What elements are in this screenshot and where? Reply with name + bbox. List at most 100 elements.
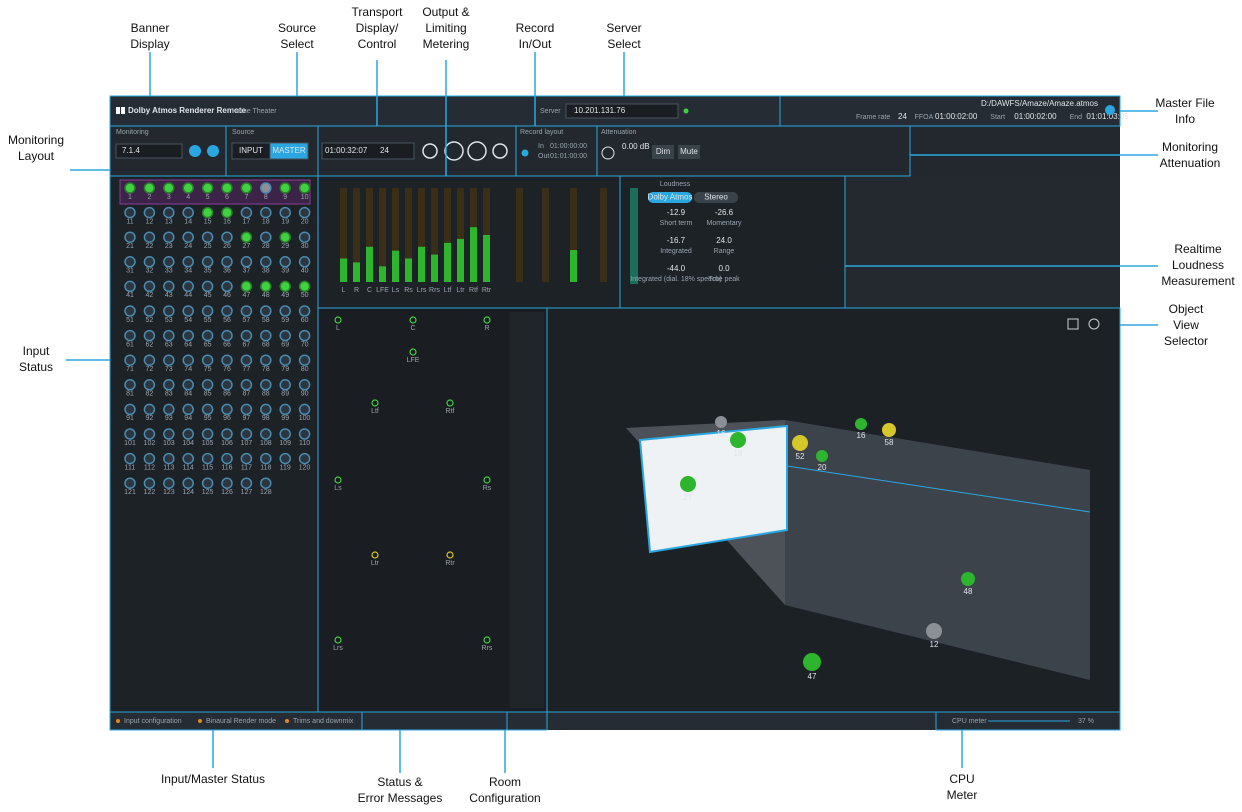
callout-text: Object [1169,302,1204,316]
input-number: 2 [147,194,151,201]
view-selector[interactable] [1088,318,1100,330]
input-number: 29 [281,243,289,250]
input-indicator [163,305,175,317]
input-number: 85 [204,391,212,398]
input-indicator [143,403,156,416]
channel-label: Ltf [444,287,452,294]
object [680,476,696,492]
input-indicator [240,256,253,268]
input-number: 20 [301,218,309,225]
speaker [409,348,417,356]
transport-button[interactable] [422,143,438,159]
meter-track [431,188,438,282]
status-item: Binaural Render mode [206,718,276,725]
input-number: 50 [301,292,309,299]
object [882,423,896,437]
input-indicator [240,206,253,219]
room-side [510,312,544,708]
input-number: 3 [167,194,171,201]
speaker [371,551,379,559]
transport-button[interactable] [492,143,508,159]
object [816,450,828,462]
speaker-label: L [336,325,340,332]
input-number: 22 [146,243,154,250]
layout-dropdown[interactable] [115,143,183,159]
input-indicator [240,428,253,440]
input-number: 23 [165,243,173,250]
input-number: 12 [146,218,154,225]
input-indicator [240,477,253,489]
fullscreen-button[interactable] [1067,318,1079,330]
input-number: 15 [204,218,212,225]
source-option[interactable] [269,142,309,160]
input-number: 35 [204,268,212,275]
field-value: 24 [898,112,907,121]
input-number: 123 [163,489,175,496]
loudness-tab[interactable] [694,192,738,203]
input-number: 74 [184,366,192,373]
transport-button[interactable] [444,141,464,161]
input-indicator [163,354,175,366]
input-indicator [124,182,136,194]
input-number: 78 [262,366,270,373]
input-number: 10 [301,194,309,201]
input-indicator [279,305,291,317]
callout-text: Record [516,21,555,35]
input-number: 41 [126,292,134,299]
input-indicator [163,452,175,465]
input-number: 101 [124,440,136,447]
input-indicator [143,428,156,440]
meter-level [457,238,464,282]
object-label: 47 [808,672,817,681]
file-info-button[interactable] [1105,105,1115,115]
attenuation-knob[interactable] [601,146,615,160]
input-indicator [221,452,233,465]
input-number: 24 [184,243,192,250]
input-number: 66 [223,341,231,348]
attenuation-button[interactable] [678,145,700,159]
input-indicator [143,256,156,268]
input-number: 47 [243,292,251,299]
room-right [785,420,1090,680]
server-label: Server [540,108,561,115]
loudness-label: Momentary [706,220,742,227]
attenuation-button[interactable] [652,145,674,159]
speaker [371,399,379,407]
callout-text: Control [358,37,397,51]
input-indicator [124,403,136,416]
input-indicator [260,428,272,440]
input-indicator [143,329,156,342]
monitor-btn[interactable] [189,145,201,157]
loudness-tab[interactable] [648,192,692,203]
input-number: 88 [262,391,270,398]
server-dropdown[interactable] [565,103,679,119]
in-label: In [538,143,544,150]
input-indicator [201,354,214,366]
transport-button[interactable] [467,141,487,161]
limiter-track [542,188,549,282]
region-outline [506,711,548,731]
input-number: 31 [126,268,134,275]
input-indicator [201,477,214,489]
channel-label: LFE [376,287,389,294]
input-indicator [163,403,175,416]
callout-text: Room [489,775,521,789]
speaker [334,476,342,484]
input-indicator [201,206,214,219]
input-indicator [221,182,233,194]
input-number: 86 [223,391,231,398]
input-number: 127 [241,489,253,496]
callout-text: Selector [1164,334,1208,348]
callout-text: Realtime [1174,242,1222,256]
loudness-label: Range [714,248,735,255]
input-indicator [182,206,194,219]
input-number: 11 [126,218,133,225]
callout-text: Attenuation [1160,156,1221,170]
meter-level [470,227,477,282]
input-indicator [143,206,156,219]
input-number: 45 [204,292,212,299]
input-indicator [182,231,194,243]
input-indicator [221,280,233,293]
monitor-btn[interactable] [207,145,219,157]
input-number: 58 [262,317,270,324]
